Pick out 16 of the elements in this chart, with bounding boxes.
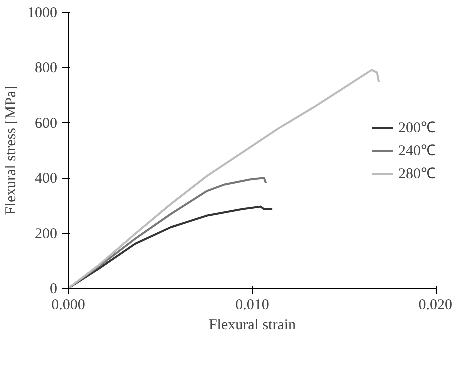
y-tick-label: 600 <box>35 116 58 132</box>
y-tick-label: 400 <box>35 171 58 188</box>
y-tick-label: 1000 <box>28 6 58 22</box>
y-tick-label: 800 <box>35 60 58 77</box>
x-tick-label: 0.000 <box>52 298 86 314</box>
legend-label: 280℃ <box>398 166 436 184</box>
line-series <box>68 69 380 288</box>
x-tick-label: 0.020 <box>418 298 452 314</box>
x-tick-label: 0.010 <box>236 298 270 314</box>
legend-label: 200℃ <box>398 120 436 138</box>
legend-label: 240℃ <box>398 142 436 160</box>
x-axis-title: Flexural strain <box>208 318 297 334</box>
y-axis-title: Flexural stress [MPa] <box>4 86 20 216</box>
line-series <box>68 177 268 288</box>
y-tick-label: 200 <box>35 226 58 242</box>
y-tick-label: 0 <box>50 282 58 298</box>
